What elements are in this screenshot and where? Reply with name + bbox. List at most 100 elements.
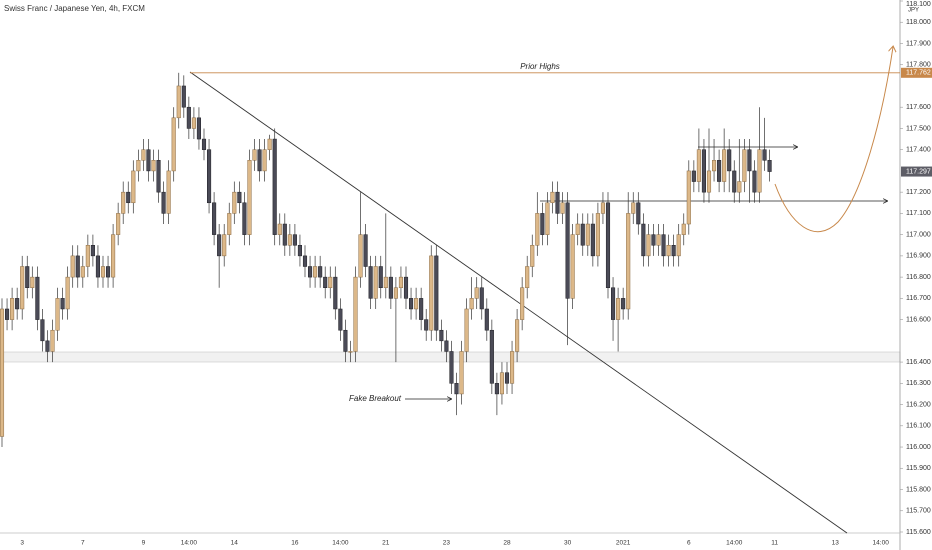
y-tick-label: 117.400 (906, 147, 931, 154)
candle-body (474, 287, 479, 299)
candle-body (570, 234, 575, 299)
candle-body (600, 202, 606, 214)
candle-body (747, 149, 752, 172)
y-tick-label: 115.700 (906, 508, 931, 515)
candle-body (555, 191, 560, 214)
candle-body (126, 191, 131, 204)
candle-body (767, 160, 772, 172)
candle-body (454, 383, 459, 395)
candle-body (25, 266, 30, 288)
candle-body (313, 266, 318, 278)
candle-body (611, 287, 616, 320)
candle-body (575, 223, 580, 235)
x-tick-label: 11 (771, 540, 778, 547)
candle-body (373, 266, 378, 299)
candle-body (247, 160, 252, 235)
candle-body (671, 245, 676, 257)
candle-body (398, 276, 403, 288)
candle-body (388, 276, 393, 299)
x-tick-label: 14:00 (873, 540, 890, 547)
candle-body (701, 149, 707, 193)
candle-body (540, 213, 545, 235)
candle-body (686, 170, 691, 225)
x-tick-label: 23 (443, 540, 451, 547)
projection-arrow (774, 47, 893, 233)
candle-body (666, 245, 671, 257)
candle-body (267, 138, 272, 150)
candle-body (409, 298, 414, 310)
candle-body (60, 298, 65, 310)
candle-body (272, 138, 277, 235)
candle-body (757, 149, 762, 193)
candle-body (368, 266, 373, 299)
candle-body (212, 202, 217, 235)
y-tick-label: 116.100 (906, 423, 931, 430)
candle-body (30, 276, 35, 288)
candle-body (616, 298, 621, 320)
candle-body (706, 170, 712, 193)
y-tick-label: 117.200 (906, 189, 931, 196)
y-tick-label: 117.100 (906, 210, 931, 217)
candle-body (403, 276, 409, 299)
candle-body (651, 234, 656, 246)
candle-body (45, 340, 50, 352)
candle-body (181, 85, 186, 108)
candle-body (626, 213, 631, 310)
candle-body (242, 202, 247, 235)
candle-body (565, 202, 570, 299)
candle-body (333, 276, 338, 310)
candle-body (444, 340, 449, 352)
x-tick-label: 7 (81, 540, 85, 547)
candle-body (504, 372, 510, 384)
candle-body (146, 149, 151, 172)
candle-body (308, 266, 313, 278)
candle-body (363, 234, 368, 267)
candle-body (479, 287, 484, 310)
annotation: Fake Breakout (349, 394, 402, 403)
y-tick-label: 116.200 (906, 401, 931, 408)
y-tick-label: 116.800 (906, 274, 931, 281)
candle-body (201, 138, 207, 150)
candle-body (661, 234, 666, 257)
candle-body (65, 276, 70, 310)
candle-body (393, 287, 398, 299)
candle-body (196, 117, 201, 140)
x-tick-label: 6 (687, 540, 691, 547)
y-tick-label: 115.600 (906, 529, 931, 536)
candle-body (40, 319, 45, 342)
y-tick-label: 118.100 (906, 1, 931, 8)
candle-body (414, 298, 419, 310)
x-tick-label: 2021 (616, 540, 631, 547)
candle-body (297, 245, 302, 257)
y-tick-label: 117.500 (906, 125, 931, 132)
candle-body (302, 255, 308, 267)
x-tick-label: 13 (832, 540, 840, 547)
candle-body (742, 149, 747, 182)
candle-body (5, 308, 10, 320)
y-tick-label: 116.400 (906, 359, 931, 366)
candle-body (378, 266, 383, 288)
candle-body (439, 329, 444, 342)
x-tick-label: 14:00 (726, 540, 743, 547)
y-tick-label: 116.900 (906, 253, 931, 260)
x-tick-label: 16 (291, 540, 299, 547)
candle-body (681, 223, 686, 235)
candle-body (106, 266, 111, 278)
candle-body (292, 234, 297, 246)
price-label-box (901, 67, 932, 78)
candle-body (525, 266, 530, 288)
x-tick-label: 14:00 (181, 540, 198, 547)
candle-body (0, 308, 5, 437)
candle-body (121, 191, 126, 214)
x-tick-label: 28 (503, 540, 511, 547)
x-tick-label: 14 (231, 540, 239, 547)
candle-body (621, 298, 626, 310)
candle-body (136, 160, 141, 172)
candle-body (717, 160, 722, 182)
candle-body (383, 276, 388, 288)
candle-body (595, 213, 600, 257)
candle-body (449, 351, 454, 384)
candle-body (257, 149, 262, 172)
x-tick-label: 21 (382, 540, 390, 547)
candle-body (227, 213, 232, 235)
